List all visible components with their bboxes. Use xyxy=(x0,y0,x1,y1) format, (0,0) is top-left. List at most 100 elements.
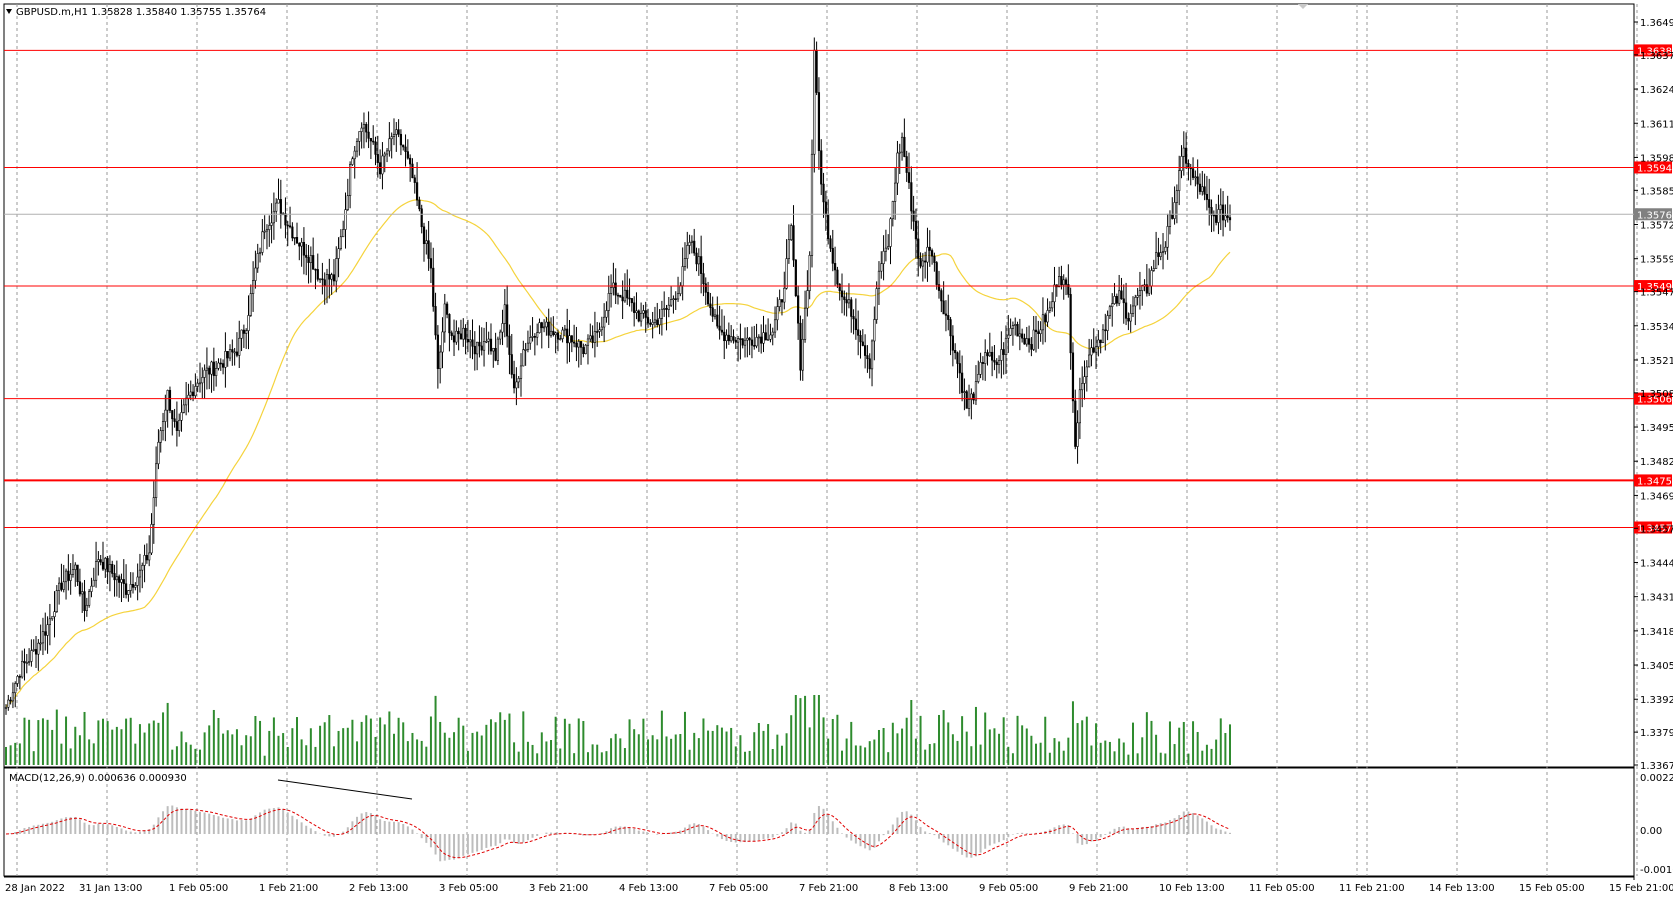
price-tick-label: 1.35210 xyxy=(1640,356,1673,367)
candle-body xyxy=(1118,290,1121,304)
candle-body xyxy=(492,347,495,352)
candle-body xyxy=(596,331,599,333)
price-axis[interactable]: 1.36495 1.36370 1.36240 1.36110 1.35980 1.358… xyxy=(1634,18,1673,772)
chart-shift-marker-icon[interactable] xyxy=(1298,4,1308,9)
candle-body xyxy=(1104,329,1107,332)
time-tick-label: 11 Feb 05:00 xyxy=(1249,883,1315,894)
candle-body xyxy=(418,199,421,210)
price-tick-label: 1.34310 xyxy=(1640,593,1673,604)
candle-body xyxy=(358,131,361,142)
candle-body xyxy=(332,274,336,282)
candle-body xyxy=(836,269,839,285)
candle-body xyxy=(1154,252,1158,269)
level-price-label: 1.34573 xyxy=(1637,524,1673,535)
candle-body xyxy=(178,420,181,431)
candle-body xyxy=(124,583,128,595)
level-price-box xyxy=(1634,521,1672,534)
triangle-down-icon[interactable] xyxy=(6,9,12,14)
price-tick-label: 1.36495 xyxy=(1640,18,1673,29)
candle-body xyxy=(808,255,811,291)
candle-body xyxy=(376,154,379,163)
candle-body xyxy=(831,247,834,264)
candle-body xyxy=(614,282,617,296)
candle-body xyxy=(335,258,338,282)
candle-body xyxy=(956,352,959,364)
candle-body xyxy=(817,92,821,151)
candle-body xyxy=(912,210,915,222)
candle-body xyxy=(90,585,93,592)
candle-body xyxy=(473,345,476,355)
candle-body xyxy=(1173,202,1176,219)
level-price-label: 1.35942 xyxy=(1637,163,1673,174)
candle-body xyxy=(459,333,463,340)
candle-body xyxy=(942,300,945,315)
candle-body xyxy=(1203,186,1206,195)
candle-body xyxy=(706,292,710,305)
candle-body xyxy=(794,259,797,297)
candle-body xyxy=(83,591,86,611)
time-tick-label: 28 Jan 2022 xyxy=(5,883,65,894)
candle-body xyxy=(512,374,516,389)
candle-body xyxy=(637,310,640,322)
candle-body xyxy=(1152,268,1155,271)
candle-body xyxy=(409,157,412,165)
candle-body xyxy=(600,326,603,331)
candle-body xyxy=(693,240,696,254)
candle-body xyxy=(143,555,146,566)
candle-body xyxy=(563,328,566,331)
candle-body xyxy=(676,293,680,300)
candle-body xyxy=(191,391,195,397)
candle-body xyxy=(404,146,407,152)
candle-body xyxy=(720,329,724,333)
price-tick-label: 1.34955 xyxy=(1640,423,1673,434)
candle-body xyxy=(369,138,372,142)
candle-body xyxy=(1166,226,1169,248)
candle-body xyxy=(249,293,252,316)
candle-body xyxy=(591,335,594,343)
candle-body xyxy=(1030,344,1033,350)
candle-body xyxy=(288,225,292,228)
candle-body xyxy=(582,347,585,355)
candle-body xyxy=(1067,284,1070,295)
candle-body xyxy=(339,236,342,250)
candle-body xyxy=(1058,276,1061,288)
price-tick-label: 1.35595 xyxy=(1640,255,1673,266)
candle-body xyxy=(171,410,174,420)
candle-body xyxy=(67,570,70,581)
candle-body xyxy=(674,298,677,300)
candle-body xyxy=(415,182,419,201)
candle-body xyxy=(524,349,527,351)
candle-body xyxy=(145,555,148,561)
time-tick-label: 1 Feb 05:00 xyxy=(169,883,228,894)
candle-body xyxy=(323,279,326,287)
candle-body xyxy=(1039,329,1042,334)
candle-body xyxy=(921,260,924,267)
candle-body xyxy=(864,345,867,356)
macd-signal-line xyxy=(5,808,1231,859)
candle-body xyxy=(34,649,38,655)
candle-body xyxy=(385,150,389,155)
candle-body xyxy=(314,268,317,271)
price-tick-label: 1.33920 xyxy=(1640,695,1673,706)
candle-body xyxy=(559,338,562,340)
candle-body xyxy=(1085,366,1088,377)
candle-body xyxy=(656,319,659,325)
candle-body xyxy=(880,263,883,272)
candle-body xyxy=(949,319,952,337)
candle-body xyxy=(1078,389,1081,424)
candle-body xyxy=(843,296,846,300)
candle-body xyxy=(1037,331,1040,334)
candle-body xyxy=(1134,297,1137,307)
candle-body xyxy=(646,317,650,324)
time-tick-label: 15 Feb 05:00 xyxy=(1519,883,1585,894)
candle-body xyxy=(1164,246,1167,252)
candle-body xyxy=(1111,303,1114,308)
time-axis[interactable]: 28 Jan 2022 31 Jan 13:00 1 Feb 05:00 1 Feb … xyxy=(5,883,1673,894)
candle-body xyxy=(827,214,830,240)
candle-body xyxy=(914,220,918,240)
candle-body xyxy=(540,322,543,329)
candle-body xyxy=(967,399,971,409)
